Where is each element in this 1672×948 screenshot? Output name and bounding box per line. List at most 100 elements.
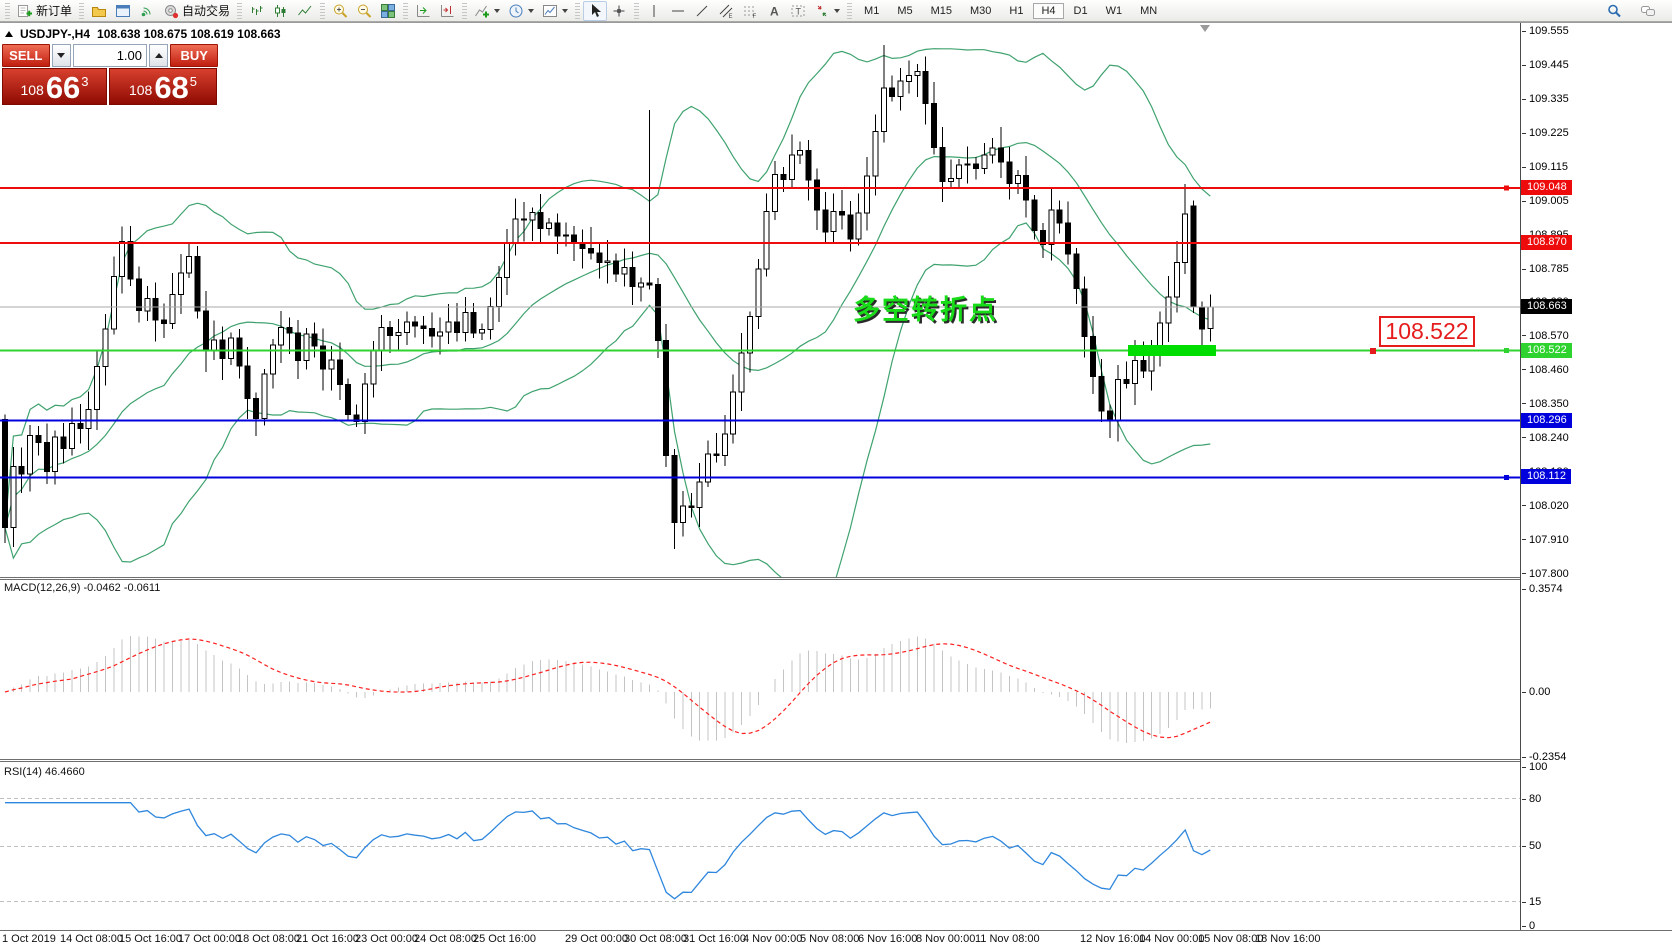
search-button[interactable] xyxy=(1602,1,1626,21)
tick-mark xyxy=(1522,756,1526,758)
candle xyxy=(1048,209,1055,246)
volume-input[interactable] xyxy=(73,44,147,67)
candle xyxy=(303,333,310,361)
candlesticks-button[interactable] xyxy=(269,1,293,21)
collapse-trade-panel-icon[interactable] xyxy=(5,31,13,37)
price-axis[interactable]: 109.555 109.445 109.335 109.225 109.115 109.0… xyxy=(1520,23,1672,932)
indicators-button[interactable] xyxy=(470,1,504,21)
volume-increase-button[interactable] xyxy=(149,44,169,67)
macd-pane[interactable] xyxy=(0,581,1520,759)
dropdown-arrow-icon[interactable] xyxy=(528,8,535,13)
candle xyxy=(1006,161,1013,185)
candle xyxy=(629,267,636,288)
candle xyxy=(713,453,720,457)
buy-button[interactable]: BUY xyxy=(170,44,218,67)
macd-rsi-splitter[interactable] xyxy=(0,759,1672,760)
chart-shift-marker-icon[interactable] xyxy=(1200,25,1210,32)
main-chart-area[interactable] xyxy=(0,23,1520,577)
timeframe-m30-button[interactable]: M30 xyxy=(970,4,992,17)
tile-windows-button[interactable] xyxy=(376,1,400,21)
hline-handle[interactable] xyxy=(1504,348,1509,354)
trendline-button[interactable] xyxy=(690,1,714,21)
timeframe-m15-button[interactable]: M15 xyxy=(930,4,952,17)
timeframe-h1-button[interactable]: H1 xyxy=(1009,4,1024,17)
tick-mark xyxy=(1522,588,1526,590)
tick-mark xyxy=(1522,132,1526,134)
new-order-button[interactable]: 新订单 xyxy=(13,0,76,21)
main-macd-splitter[interactable] xyxy=(0,577,1672,578)
periods-button[interactable] xyxy=(504,1,538,21)
price-tick: 109.445 xyxy=(1522,58,1569,72)
candle xyxy=(127,241,134,280)
sell-price-big: 66 xyxy=(45,69,81,105)
time-tick: 25 Oct 16:00 xyxy=(473,933,536,945)
toolbar-grip xyxy=(634,2,640,19)
candle xyxy=(345,384,352,416)
tick-mark xyxy=(1522,335,1526,337)
fibonacci-button[interactable]: F xyxy=(738,1,762,21)
candle xyxy=(772,174,778,213)
sell-price-button[interactable]: 108 66 3 xyxy=(2,68,107,105)
candle xyxy=(805,149,812,181)
tick-mark xyxy=(1522,369,1526,371)
sell-button[interactable]: SELL xyxy=(2,44,50,67)
timeframe-h4-button[interactable]: H4 xyxy=(1033,2,1064,19)
hline-button[interactable] xyxy=(666,1,690,21)
zoom-out-button[interactable] xyxy=(352,1,376,21)
autotrading-button[interactable]: 自动交易 xyxy=(159,0,234,21)
time-tick: 17 Oct 00:00 xyxy=(178,933,241,945)
price-tag-box[interactable]: 108.522 xyxy=(1379,316,1475,347)
crosshair-button[interactable] xyxy=(607,1,631,21)
channel-button[interactable]: E xyxy=(714,1,738,21)
timeframe-d1-button[interactable]: D1 xyxy=(1073,4,1088,17)
arrows-button[interactable] xyxy=(810,1,844,21)
buy-price-button[interactable]: 108 68 5 xyxy=(109,68,217,105)
highlight-rectangle-object[interactable] xyxy=(1128,345,1216,357)
timeframe-mn-button[interactable]: MN xyxy=(1140,4,1158,17)
rsi-pane[interactable] xyxy=(0,763,1520,930)
label-button[interactable]: T xyxy=(786,1,810,21)
dropdown-arrow-icon[interactable] xyxy=(834,8,841,13)
market-watch-button[interactable] xyxy=(111,1,135,21)
hline-handle[interactable] xyxy=(1504,475,1509,480)
candle xyxy=(328,359,335,370)
chat-button[interactable] xyxy=(1636,1,1660,21)
candle xyxy=(135,278,142,312)
candle xyxy=(336,359,343,386)
signals-button[interactable] xyxy=(135,1,159,21)
candle xyxy=(202,310,209,352)
line-chart-button[interactable] xyxy=(293,1,317,21)
candle xyxy=(688,505,695,509)
zoom-in-button[interactable] xyxy=(328,1,352,21)
text-annotation[interactable]: 多空转折点 xyxy=(853,295,998,325)
label-icon: T xyxy=(790,3,806,19)
timeframe-m1-button[interactable]: M1 xyxy=(864,4,880,17)
profiles-button[interactable] xyxy=(87,1,111,21)
dropdown-arrow-icon[interactable] xyxy=(562,8,569,13)
timeframe-w1-button[interactable]: W1 xyxy=(1105,4,1123,17)
templates-button[interactable] xyxy=(538,1,572,21)
macd-signal-line xyxy=(4,638,1211,739)
cursor-button[interactable] xyxy=(583,0,608,21)
candle xyxy=(144,298,151,312)
time-axis[interactable]: 1 Oct 2019 14 Oct 08:00 15 Oct 16:00 17 Oct… xyxy=(0,931,1672,947)
chart-top-border xyxy=(0,22,1672,23)
candle xyxy=(972,163,979,169)
svg-text:T: T xyxy=(796,6,802,16)
time-tick: 11 Nov 08:00 xyxy=(975,933,1040,945)
price-tag-marker[interactable] xyxy=(1370,347,1376,354)
candle xyxy=(922,70,929,104)
time-tick: 24 Oct 08:00 xyxy=(414,933,477,945)
text-button[interactable]: A xyxy=(762,1,786,21)
vline-button[interactable] xyxy=(642,1,666,21)
dropdown-arrow-icon[interactable] xyxy=(494,8,501,13)
timeframe-m5-button[interactable]: M5 xyxy=(897,4,913,17)
bar-chart-button[interactable] xyxy=(245,1,269,21)
candle xyxy=(1115,378,1122,421)
chart-shift-button[interactable] xyxy=(435,1,459,21)
volume-decrease-button[interactable] xyxy=(51,44,71,67)
candle xyxy=(152,298,159,321)
hline-handle[interactable] xyxy=(1504,185,1509,191)
auto-scroll-button[interactable] xyxy=(411,1,435,21)
candle xyxy=(94,365,101,410)
